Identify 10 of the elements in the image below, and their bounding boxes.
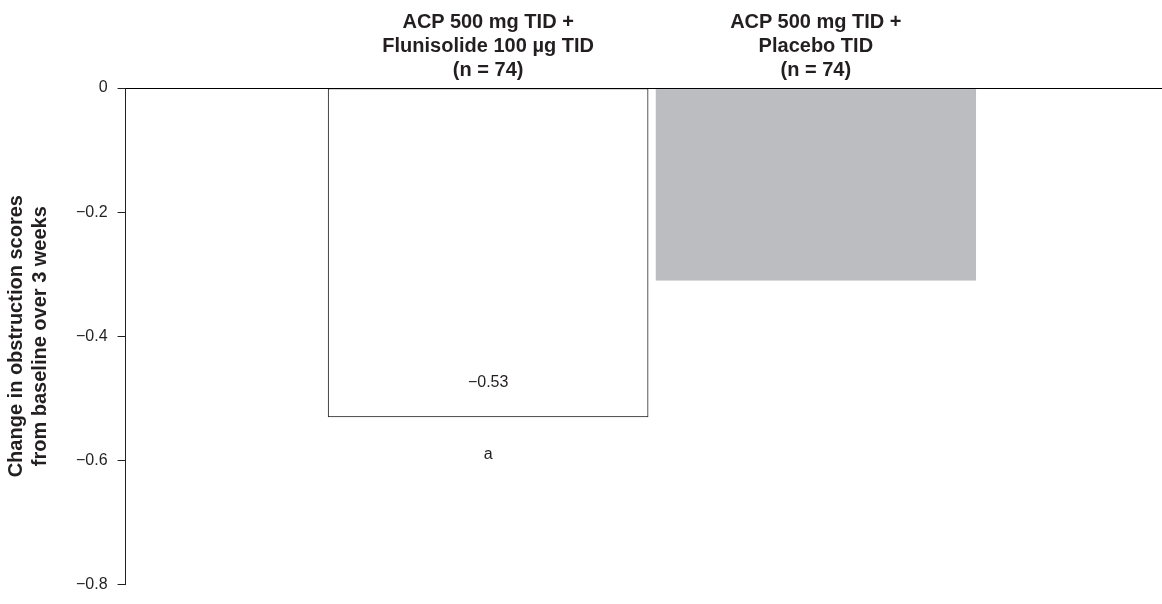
y-tick-label: −0.6 xyxy=(75,450,108,468)
y-tick-label: −0.4 xyxy=(75,326,108,344)
annotation: a xyxy=(483,445,493,463)
y-axis-title: Change in obstruction scores from baseline over 3 weeks xyxy=(3,195,50,478)
data-label: −0.53 xyxy=(467,373,509,391)
x-tick-label: ACP 500 mg TID + Placebo TID (n = 74) xyxy=(730,9,902,80)
y-tick-label: −0.2 xyxy=(75,202,108,220)
y-tick-label: −0.8 xyxy=(75,574,108,592)
y-tick-label: 0 xyxy=(98,78,108,96)
x-tick-label: ACP 500 mg TID + Flunisolide 100 µg TID (n = 74) xyxy=(382,9,594,80)
